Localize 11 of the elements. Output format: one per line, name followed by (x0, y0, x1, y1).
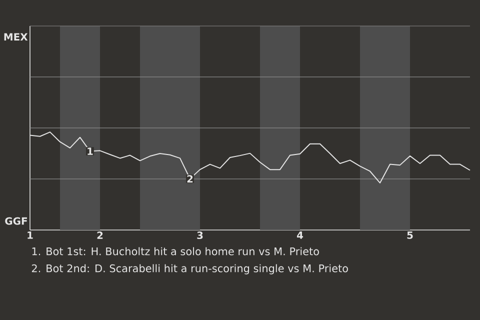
x-tick-label: 3 (197, 232, 203, 240)
text: 1. Bot 1st: H. Bucholtz hit a solo home run vs M. Prieto (32, 247, 319, 256)
text: MEX (4, 33, 28, 40)
x-tick-label: 4 (296, 232, 304, 239)
annotation: 2 (187, 175, 193, 182)
x-tick-label: 2 (97, 232, 103, 239)
text: GGF (5, 217, 27, 225)
x-tick-label: 5 (407, 232, 413, 239)
annotation: 1 (88, 148, 93, 155)
text: 2. Bot 2nd: D. Scarabelli hit a run-scoring single vs M. Prieto (32, 264, 348, 274)
x-tick-label: 1 (28, 232, 33, 239)
